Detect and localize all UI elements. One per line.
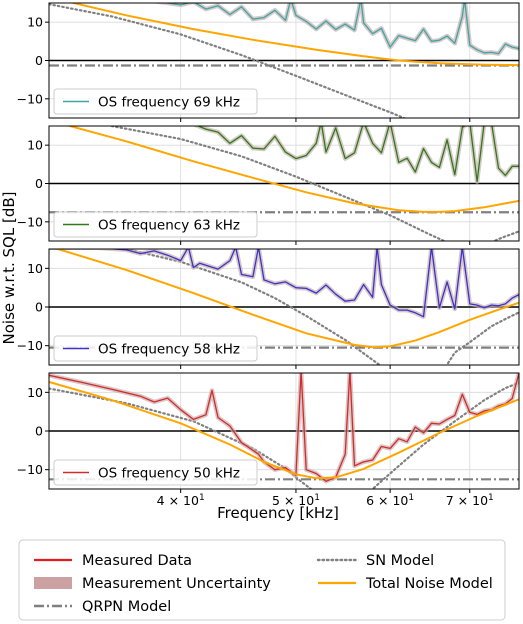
y-tick-label: −10 [17,214,43,229]
y-tick-label: 10 [27,385,43,400]
panel-legend-label: OS frequency 63 kHz [98,218,240,234]
legend-label: QRPN Model [82,599,171,615]
legend-entry: Measured Data [34,553,192,569]
legend-swatch [34,577,72,589]
sn-model-line [110,126,519,241]
legend-entry: SN Model [316,553,434,569]
x-tick-label: 4 × 101 [157,493,205,508]
y-tick-label: 10 [27,261,43,276]
panel-legend: OS frequency 58 kHz [53,335,258,362]
panel-2: 10 0 −10 OS frequency 63 kHz [17,125,520,245]
sn-model-line [49,381,519,489]
measured-data-line [104,249,519,318]
panel-legend: OS frequency 50 kHz [53,459,258,486]
measured-data-line [196,126,519,183]
legend-label: SN Model [366,553,434,569]
panel-3: 10 0 −10 OS frequency 58 kHz [17,248,520,369]
panel-legend-label: OS frequency 69 kHz [98,95,240,111]
total-noise-model-line [49,380,519,480]
legend-label: Total Noise Model [365,576,493,592]
panels-layer: 10 0 −10 OS frequency 69 kHz 10 0 −10 OS freque… [17,2,520,508]
total-noise-model-line [54,249,519,349]
panel-legend: OS frequency 69 kHz [53,88,258,115]
panel-legend-label: OS frequency 58 kHz [98,342,240,358]
sn-model-line [49,3,407,118]
sn-model-line [125,249,519,365]
x-tick-label: 5 × 101 [272,493,320,508]
total-noise-model-line [66,126,519,213]
total-noise-model-line [69,3,519,67]
y-tick-label: 0 [35,53,43,68]
y-tick-label: 10 [27,138,43,153]
y-tick-label: 0 [35,176,43,191]
x-tick-label: 7 × 101 [446,493,494,508]
x-tick-label: 6 × 101 [366,493,414,508]
y-tick-label: −10 [17,91,43,106]
y-tick-label: −10 [17,462,43,477]
legend-entry: Total Noise Model [318,576,493,592]
legend-entry: QRPN Model [34,599,171,615]
panel-legend-label: OS frequency 50 kHz [98,466,240,482]
y-tick-label: −10 [17,338,43,353]
x-axis-label: Frequency [kHz] [217,504,339,522]
panel-1: 10 0 −10 OS frequency 69 kHz [17,2,520,122]
y-axis-label: Noise w.r.t. SQL [dB] [0,192,18,345]
y-tick-label: 10 [27,15,43,30]
measured-data-line [49,373,519,482]
legend-label: Measurement Uncertainty [82,576,271,592]
panel-4: 10 0 −10 OS frequency 50 kHz [17,372,520,493]
y-tick-label: 0 [35,300,43,315]
panel-legend: OS frequency 63 kHz [53,211,258,238]
legend-label: Measured Data [82,553,192,569]
measured-data-line [162,3,519,55]
main-legend: Measured Data Measurement Uncertainty QRPN… [18,539,506,621]
legend-entry: Measurement Uncertainty [34,576,271,592]
y-tick-label: 0 [35,424,43,439]
